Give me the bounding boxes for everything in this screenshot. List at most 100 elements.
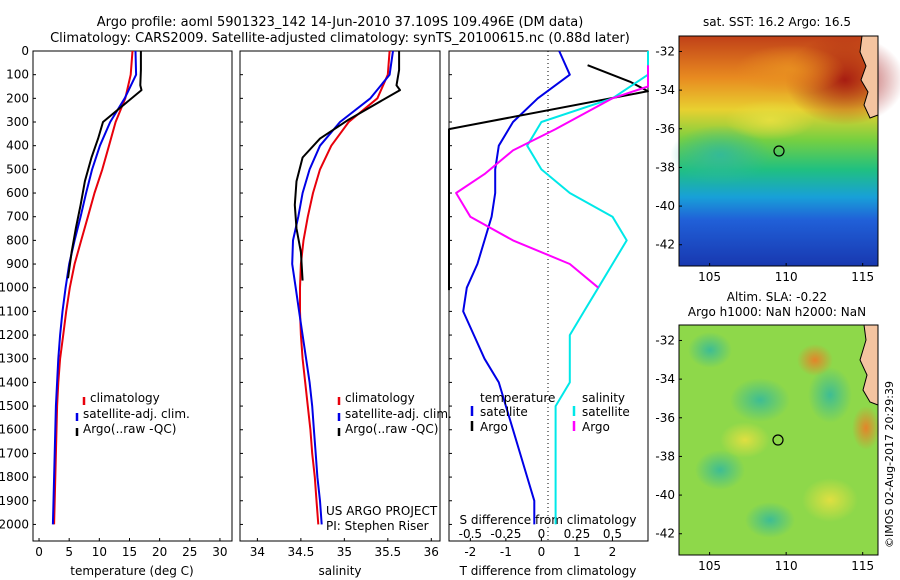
depth-tick-label: 800: [6, 233, 29, 247]
series-line-Argo: [448, 64, 649, 291]
depth-tick-label: 100: [6, 68, 29, 82]
series-line-satellite_s: [526, 51, 649, 525]
legend-satellite-s: satellite: [582, 405, 630, 419]
project-credit: US ARGO PROJECT: [326, 504, 438, 518]
depth-tick-label: 900: [6, 257, 29, 271]
x-tick-label: 2: [609, 545, 617, 559]
depth-tick-label: 400: [6, 139, 29, 153]
sla-map-axes: 105 110 115 -32 -34 -36 -38 -40 -42: [655, 333, 874, 573]
temperature-panel-frame: [32, 50, 233, 542]
legend-argo: Argo(..raw -QC): [83, 422, 176, 436]
sst-patch: [725, 100, 815, 140]
sst-argo-location-marker: [773, 145, 785, 157]
sst-warm-patch: [735, 45, 845, 95]
sla-map-title-2: Argo h1000: NaN h2000: NaN: [688, 305, 866, 319]
pi-credit: PI: Stephen Riser: [326, 519, 429, 533]
header-line-1: Argo profile: aoml 5901323_142 14-Jun-20…: [97, 15, 584, 30]
depth-tick-label: 2000: [0, 517, 29, 531]
sst-patch: [670, 125, 770, 185]
depth-tick-label: 1700: [0, 446, 29, 460]
depth-tick-label: 1000: [0, 281, 29, 295]
series-line-satellite-adj--clim-: [291, 50, 394, 525]
x-tick-label: 25: [182, 545, 197, 559]
s-diff-tick-label: -0.25: [490, 527, 521, 541]
temperature-x-axis: 0 5 10 15 20 25 30: [35, 538, 228, 559]
x-tick-label: 0: [35, 545, 43, 559]
map-y-tick-label: -40: [655, 199, 675, 213]
depth-tick-label: 200: [6, 91, 29, 105]
depth-tick-label: 1300: [0, 352, 29, 366]
series-line-climatology: [53, 50, 134, 525]
map-y-tick-label: -34: [655, 83, 675, 97]
map-x-tick-label: 115: [851, 270, 874, 284]
depth-tick-label: 300: [6, 115, 29, 129]
legend-climatology: climatology: [90, 391, 160, 405]
x-tick-label: 20: [152, 545, 167, 559]
depth-tick-label: 1500: [0, 399, 29, 413]
legend-salinity-title: salinity: [582, 391, 625, 405]
depth-tick-label: 1600: [0, 423, 29, 437]
t-difference-axis-label: T difference from climatology: [459, 564, 637, 578]
profile-series: [51, 50, 649, 525]
map-y-tick-label: -42: [655, 527, 675, 541]
legend-argo: Argo(..raw -QC): [345, 422, 438, 436]
depth-tick-label: 1200: [0, 328, 29, 342]
series-line-Argo---raw--QC-: [293, 51, 401, 281]
s-diff-tick-label: -0.5: [459, 527, 482, 541]
legend-satellite-adj: satellite-adj. clim.: [83, 407, 190, 421]
map-x-tick-label: 105: [698, 270, 721, 284]
series-line-Argo---raw--QC-: [67, 51, 143, 279]
x-tick-label: -1: [500, 545, 512, 559]
sla-patch: [802, 478, 858, 522]
sla-patch: [730, 378, 790, 422]
x-tick-label: 1: [573, 545, 581, 559]
s-diff-tick-label: 0.25: [564, 527, 591, 541]
map-y-tick-label: -38: [655, 449, 675, 463]
legend-temperature-title: temperature: [480, 391, 555, 405]
sla-positive-patch: [852, 406, 880, 450]
map-x-tick-label: 110: [775, 270, 798, 284]
legend-satellite-adj: satellite-adj. clim.: [345, 407, 452, 421]
map-x-tick-label: 110: [775, 559, 798, 573]
sla-argo-location-marker: [772, 434, 784, 446]
sst-map: [670, 35, 900, 267]
series-line-Argo_s: [455, 65, 649, 289]
salinity-x-axis: 34 34.5 35 35.5 36: [250, 538, 439, 559]
sla-patch: [745, 502, 795, 538]
sla-patch: [695, 450, 745, 490]
series-line-satellite-adj--clim-: [51, 50, 138, 525]
series-line-satellite: [462, 50, 571, 525]
header-line-2: Climatology: CARS2009. Satellite-adjuste…: [50, 31, 630, 46]
map-x-tick-label: 115: [851, 559, 874, 573]
sla-map: [678, 324, 880, 556]
imos-timestamp: ©IMOS 02-Aug-2017 20:29:39: [883, 381, 896, 548]
salinity-legend: climatology satellite-adj. clim. Argo(..…: [326, 391, 452, 533]
map-y-tick-label: -42: [655, 238, 675, 252]
sla-patch: [808, 367, 852, 423]
depth-tick-label: 1400: [0, 375, 29, 389]
depth-tick-label: 1800: [0, 470, 29, 484]
x-tick-label: 5: [65, 545, 73, 559]
difference-x-axis: -2 -1 0 1 2 -0.5 -0.25 0 0.25 0.5: [459, 527, 622, 559]
map-y-tick-label: -32: [655, 333, 675, 347]
depth-tick-label: 0: [21, 44, 29, 58]
x-tick-label: 36: [424, 545, 439, 559]
sla-map-frame: [678, 324, 879, 556]
x-tick-label: 15: [122, 545, 137, 559]
map-y-tick-label: -34: [655, 372, 675, 386]
series-line-climatology: [299, 50, 391, 525]
depth-tick-label: 1900: [0, 494, 29, 508]
legend-argo-t: Argo: [480, 420, 508, 434]
x-tick-label: 30: [212, 545, 227, 559]
map-y-tick-label: -36: [655, 122, 675, 136]
x-tick-label: 35: [337, 545, 352, 559]
depth-tick-label: 500: [6, 162, 29, 176]
depth-tick-label: 700: [6, 210, 29, 224]
sla-patch: [720, 422, 770, 458]
x-tick-label: 34: [250, 545, 265, 559]
salinity-panel-frame: [239, 50, 441, 542]
s-diff-tick-label: 0.5: [603, 527, 622, 541]
map-y-tick-label: -40: [655, 488, 675, 502]
